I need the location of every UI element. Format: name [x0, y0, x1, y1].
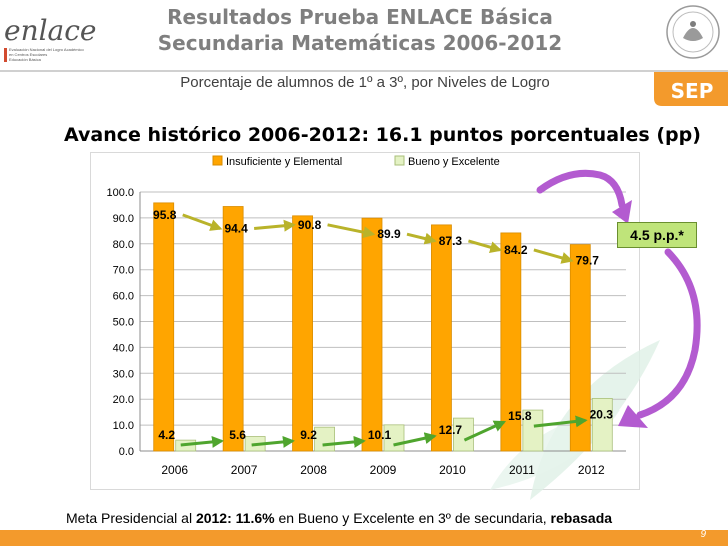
data-label-insuficiente: 94.4: [224, 222, 248, 236]
change-badge: 4.5 p.p.*: [617, 222, 697, 248]
data-label-bueno: 15.8: [508, 409, 532, 423]
sep-logo: SEP: [654, 62, 728, 114]
purple-arrowhead-top: [612, 200, 632, 224]
data-label-insuficiente: 95.8: [153, 208, 177, 222]
legend-swatch-insuficiente: [212, 155, 223, 166]
page-number: 9: [700, 529, 706, 540]
bar-insuficiente-elemental: [292, 215, 313, 452]
logo-flag-stripe: [4, 48, 7, 62]
data-label-insuficiente: 79.7: [576, 254, 600, 268]
trend-arrow-bueno: [393, 432, 437, 447]
bar-bueno-excelente: [522, 409, 544, 452]
bar-insuficiente-elemental: [153, 202, 175, 452]
trend-arrow-insuficiente: [182, 213, 223, 231]
bar-insuficiente-elemental: [361, 217, 383, 452]
bar-insuficiente-elemental: [500, 232, 522, 452]
footnote: Meta Presidencial al 2012: 11.6% en Buen…: [66, 510, 612, 526]
legend-swatch-bueno: [394, 155, 405, 166]
bar-bueno-excelente: [591, 398, 613, 452]
x-tick-label: 2011: [509, 463, 535, 477]
enlace-logo: enlace Evaluación Nacional del Logro Aca…: [0, 0, 100, 66]
trend-arrow-bueno: [463, 420, 507, 442]
y-tick-label: 60.0: [113, 291, 134, 303]
data-label-bueno: 20.3: [590, 407, 614, 421]
data-label-bueno: 9.2: [300, 428, 317, 442]
page-title-line-2: Secundaria Matemáticas 2006-2012: [157, 31, 563, 55]
bottom-bar: [0, 530, 728, 546]
bar-bueno-excelente: [314, 426, 335, 452]
enlace-logo-text: enlace: [4, 14, 97, 47]
trend-arrow-insuficiente: [327, 223, 376, 239]
y-tick-label: 30.0: [113, 368, 134, 380]
trend-arrow-insuficiente: [254, 219, 296, 232]
footnote-text-2: en Bueno y Excelente en 3º de secundaria…: [274, 510, 551, 526]
y-tick-label: 70.0: [113, 265, 134, 277]
footnote-bold-1: 2012: 11.6%: [195, 510, 275, 526]
data-label-insuficiente: 90.8: [298, 218, 322, 232]
x-tick-label: 2007: [231, 463, 258, 477]
logo-caption-2: en Centros Escolares: [9, 52, 47, 57]
purple-arrowhead-bottom: [618, 405, 648, 428]
y-tick-label: 40.0: [113, 342, 134, 354]
trend-arrow-bueno: [180, 435, 225, 448]
x-tick-label: 2009: [370, 463, 397, 477]
legend-label-insuficiente: Insuficiente y Elemental: [226, 156, 342, 168]
y-tick-label: 20.0: [113, 394, 134, 406]
data-label-insuficiente: 89.9: [377, 227, 401, 241]
trend-arrow-insuficiente: [533, 248, 574, 264]
logo-caption-3: Educación Básica: [9, 57, 42, 62]
purple-arrow-bottom: [636, 248, 701, 419]
bar-insuficiente-elemental: [222, 206, 244, 452]
mexico-seal-logo: [658, 0, 728, 66]
y-tick-label: 10.0: [113, 420, 134, 432]
y-tick-label: 0.0: [119, 446, 134, 458]
trend-arrow-insuficiente: [468, 239, 503, 254]
x-tick-label: 2012: [578, 463, 605, 477]
data-label-bueno: 4.2: [158, 428, 175, 442]
data-label-bueno: 12.7: [439, 423, 463, 437]
data-label-bueno: 5.6: [229, 428, 246, 442]
trend-arrow-bueno: [322, 435, 366, 448]
data-label-insuficiente: 87.3: [439, 234, 463, 248]
y-tick-label: 90.0: [113, 213, 134, 225]
y-tick-label: 100.0: [106, 187, 134, 199]
y-tick-label: 50.0: [113, 317, 134, 329]
trend-arrow-bueno: [251, 435, 295, 448]
page-subtitle: Porcentaje de alumnos de 1º a 3º, por Ni…: [180, 74, 550, 91]
legend-label-bueno: Bueno y Excelente: [408, 156, 500, 168]
trend-arrow-bueno: [533, 415, 588, 428]
y-tick-label: 80.0: [113, 239, 134, 251]
x-tick-label: 2008: [300, 463, 327, 477]
footnote-text-1: Meta Presidencial al: [66, 510, 196, 526]
page-title-line-1: Resultados Prueba ENLACE Básica: [167, 5, 553, 29]
data-label-insuficiente: 84.2: [504, 243, 528, 257]
data-label-bueno: 10.1: [368, 428, 392, 442]
header-divider: [0, 70, 728, 72]
x-tick-label: 2010: [439, 463, 466, 477]
x-tick-label: 2006: [161, 463, 188, 477]
logo-caption-1: Evaluación Nacional del Logro Académico: [9, 47, 84, 52]
purple-arrow-top: [536, 169, 626, 209]
trend-arrow-insuficiente: [406, 232, 437, 245]
sep-logo-text: SEP: [671, 79, 714, 103]
bar-insuficiente-elemental: [569, 244, 591, 452]
headline: Avance histórico 2006-2012: 16.1 puntos …: [64, 124, 701, 146]
bar-insuficiente-elemental: [431, 224, 452, 452]
footnote-bold-2: rebasada: [550, 510, 613, 526]
